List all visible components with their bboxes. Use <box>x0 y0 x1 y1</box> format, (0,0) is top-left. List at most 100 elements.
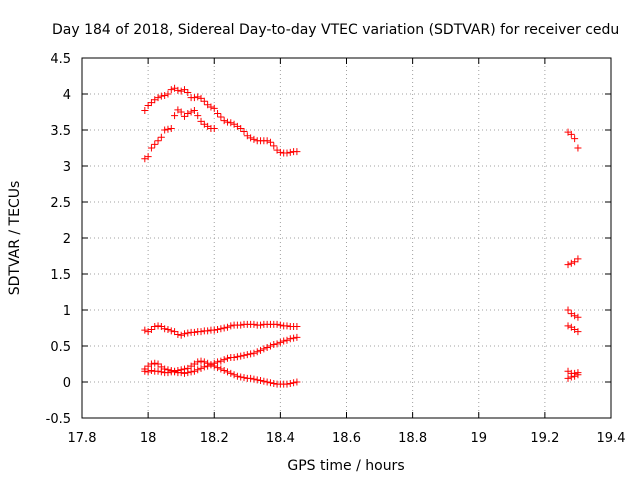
data-point <box>144 153 152 161</box>
data-point <box>574 313 582 321</box>
data-point <box>217 113 225 121</box>
data-point <box>260 345 268 353</box>
data-point <box>233 372 241 380</box>
data-point <box>574 255 582 263</box>
data-point <box>240 351 248 359</box>
data-point <box>567 130 575 138</box>
data-point <box>237 321 245 329</box>
data-point <box>167 86 175 94</box>
data-point <box>197 328 205 336</box>
data-point <box>273 340 281 348</box>
data-point <box>164 90 172 98</box>
data-point <box>571 312 579 320</box>
data-point <box>276 321 284 329</box>
data-point <box>184 329 192 337</box>
data-point <box>204 327 212 335</box>
data-point <box>167 125 175 133</box>
data-point <box>161 325 169 333</box>
data-point <box>164 369 172 377</box>
data-point <box>247 134 255 142</box>
data-point <box>190 94 198 102</box>
data-point <box>154 367 162 375</box>
data-point <box>147 99 155 107</box>
data-point <box>237 125 245 133</box>
data-point <box>157 133 165 141</box>
data-point <box>276 148 284 156</box>
x-tick-label: 19 <box>470 431 487 446</box>
data-point <box>227 369 235 377</box>
data-point <box>564 306 572 314</box>
data-point <box>184 369 192 377</box>
data-point <box>567 259 575 267</box>
data-point <box>283 380 291 388</box>
data-point <box>197 117 205 125</box>
data-point <box>273 320 281 328</box>
data-point <box>194 366 202 374</box>
data-point <box>161 91 169 99</box>
data-points <box>141 84 582 388</box>
x-tick-label: 19.4 <box>597 431 626 446</box>
data-point <box>270 379 278 387</box>
data-point <box>141 367 149 375</box>
data-point <box>210 359 218 367</box>
data-point <box>283 322 291 330</box>
plot-frame <box>81 57 612 419</box>
data-point <box>240 374 248 382</box>
data-point <box>260 377 268 385</box>
data-point <box>233 353 241 361</box>
data-point <box>220 324 228 332</box>
data-point <box>270 142 278 150</box>
data-point <box>187 108 195 116</box>
y-tick-label: 0.5 <box>50 340 71 355</box>
data-point <box>197 94 205 102</box>
data-point <box>141 326 149 334</box>
data-point <box>214 109 222 117</box>
data-point <box>567 373 575 381</box>
data-point <box>237 373 245 381</box>
data-point <box>250 320 258 328</box>
data-point <box>250 349 258 357</box>
data-point <box>223 368 231 376</box>
x-tick-label: 18.4 <box>266 431 295 446</box>
data-point <box>200 363 208 371</box>
data-point <box>194 93 202 101</box>
y-axis-label: SDTVAR / TECUs <box>7 181 23 296</box>
data-point <box>197 357 205 365</box>
data-point <box>227 119 235 127</box>
data-point <box>243 351 251 359</box>
x-tick-label: 17.8 <box>68 431 97 446</box>
y-tick-label: 1 <box>63 304 71 319</box>
y-tick-label: 4 <box>63 88 71 103</box>
data-point <box>154 360 162 368</box>
data-point <box>253 348 261 356</box>
data-point <box>230 354 238 362</box>
data-point <box>147 360 155 368</box>
data-point <box>293 333 301 341</box>
data-point <box>197 364 205 372</box>
data-point <box>190 328 198 336</box>
data-point <box>151 359 159 367</box>
data-point <box>157 368 165 376</box>
data-point <box>220 366 228 374</box>
y-tick-label: 3.5 <box>50 124 71 139</box>
data-point <box>207 103 215 111</box>
y-tick-label: 2 <box>63 232 71 247</box>
data-point <box>571 135 579 143</box>
data-point <box>217 365 225 373</box>
data-point <box>187 368 195 376</box>
data-point <box>240 127 248 135</box>
data-point <box>217 325 225 333</box>
data-point <box>141 107 149 115</box>
data-point <box>290 379 298 387</box>
data-point <box>571 258 579 266</box>
data-point <box>564 374 572 382</box>
data-point <box>207 361 215 369</box>
x-tick-labels: 17.8 18 18.2 18.4 18.6 18.8 19 19.2 19.4 <box>68 431 626 446</box>
data-point <box>263 378 271 386</box>
data-point <box>177 369 185 377</box>
data-point <box>263 343 271 351</box>
data-point <box>280 337 288 345</box>
data-point <box>230 371 238 379</box>
data-point <box>223 323 231 331</box>
